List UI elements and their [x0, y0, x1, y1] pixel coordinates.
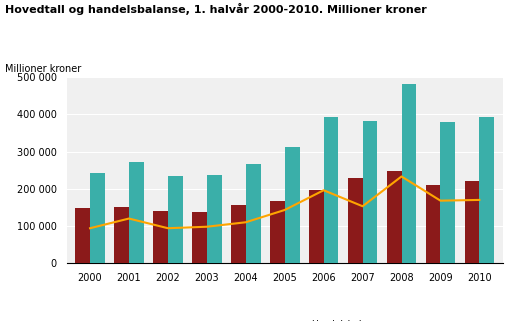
Bar [285, 147, 300, 263]
Bar [348, 178, 363, 263]
Bar [363, 121, 378, 263]
Bar [387, 171, 402, 263]
Bar [114, 207, 129, 263]
Text: Hovedtall og handelsbalanse, 1. halvår 2000-2010. Millioner kroner: Hovedtall og handelsbalanse, 1. halvår 2… [5, 3, 427, 15]
Bar [426, 185, 441, 263]
Bar [231, 205, 246, 263]
Bar [309, 190, 324, 263]
Bar [402, 84, 417, 263]
Legend: Import i alt, Eksport i alt, Handelsbalanse
(Total eksport - total import): Import i alt, Eksport i alt, Handelsbala… [130, 320, 439, 321]
Bar [168, 176, 183, 263]
Bar [207, 175, 222, 263]
Text: Millioner kroner: Millioner kroner [5, 64, 82, 74]
Bar [441, 122, 455, 263]
Bar [479, 117, 494, 263]
Bar [192, 212, 207, 263]
Bar [324, 117, 339, 263]
Bar [129, 162, 144, 263]
Bar [90, 173, 105, 263]
Bar [153, 211, 168, 263]
Bar [246, 164, 261, 263]
Bar [75, 208, 90, 263]
Bar [270, 201, 285, 263]
Bar [465, 180, 479, 263]
